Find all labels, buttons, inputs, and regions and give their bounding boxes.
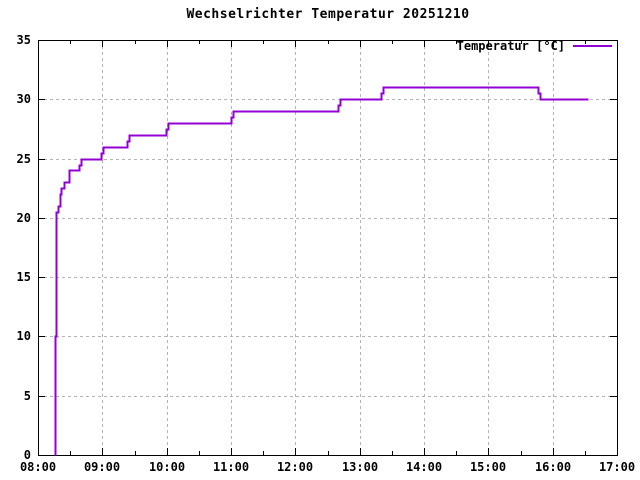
x-tick-label: 13:00: [342, 460, 378, 474]
x-tick-label: 10:00: [149, 460, 185, 474]
y-tick-label: 0: [24, 448, 31, 462]
plot-border: [38, 40, 618, 456]
y-tick-label: 25: [17, 152, 31, 166]
y-tick-label: 20: [17, 211, 31, 225]
x-tick-label: 16:00: [535, 460, 571, 474]
y-tick-label: 35: [17, 33, 31, 47]
x-tick-label: 14:00: [406, 460, 442, 474]
legend-line-sample-icon: [573, 45, 612, 47]
y-tick-label: 15: [17, 270, 31, 284]
y-tick-label: 30: [17, 92, 31, 106]
x-tick-label: 15:00: [470, 460, 506, 474]
x-tick-label: 11:00: [213, 460, 249, 474]
chart-title: Wechselrichter Temperatur 20251210: [186, 7, 470, 22]
y-tick-label: 10: [17, 329, 31, 343]
temperature-series-line: [54, 86, 589, 456]
y-tick-label: 5: [24, 389, 31, 403]
legend-label: Temperatur [°C]: [456, 39, 565, 53]
x-tick-label: 17:00: [599, 460, 635, 474]
legend: Temperatur [°C]: [457, 39, 612, 53]
x-tick-label: 12:00: [277, 460, 313, 474]
x-tick-label: 08:00: [20, 460, 56, 474]
x-tick-label: 09:00: [84, 460, 120, 474]
